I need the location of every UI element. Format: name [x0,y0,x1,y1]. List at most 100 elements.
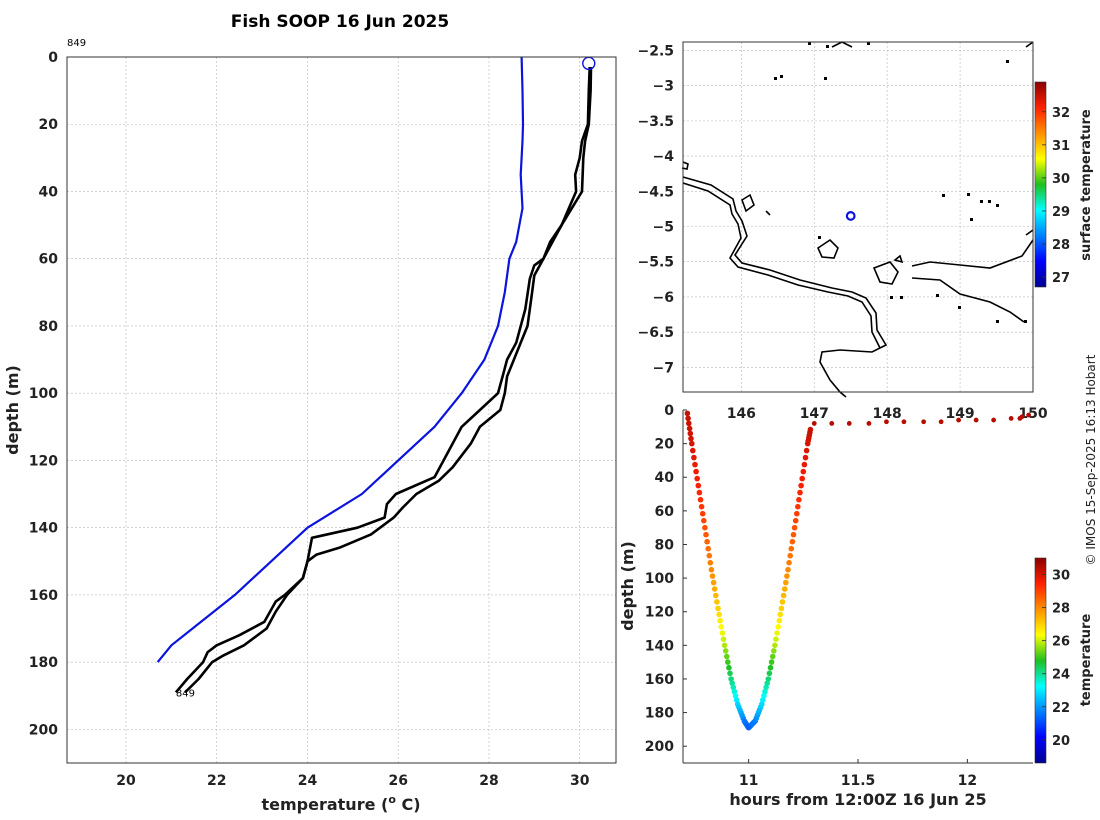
profile-x-tick-label: 30 [570,773,590,789]
map-y-tick-label: −7 [653,360,674,376]
time-depth-drop-point [726,664,732,671]
profile-y-tick-label: 180 [29,655,58,671]
map-colorbar-ticks: 27 28 29 30 31 32 [1042,106,1070,286]
time-depth-drop-point [801,461,808,468]
time-depth-drop-point [800,468,807,475]
time-depth-drop-point [762,688,768,695]
time-depth-drop-point [697,496,704,503]
map-colorbar-tick-label: 32 [1052,106,1070,121]
time-depth-y-tick-label: 80 [655,537,675,553]
time-depth-drop-point [790,531,797,538]
map-x-tick-label: 150 [1018,406,1047,422]
map-colorbar-tick-label: 31 [1052,139,1070,154]
time-depth-surface-point [884,419,889,425]
small-islands [774,42,1027,323]
time-depth-drop-point [798,482,804,489]
time-depth-drop-point [774,630,780,636]
time-depth-drop-point [761,693,767,699]
profile-y-tick-label: 120 [29,453,58,469]
time-depth-drop-point [799,475,805,482]
profile-line-xbt-drop-a [174,67,591,694]
map-y-tick-label: −6.5 [637,325,674,341]
profile-y-tick-label: 200 [29,722,58,738]
time-depth-drop-point [692,461,698,468]
map-x-tick-label: 149 [945,406,974,422]
time-depth-y-tick-label: 60 [655,504,675,520]
profile-x-axis-label-base: temperature ( [261,795,388,814]
time-depth-y-tick-label: 160 [645,672,674,688]
profile-panel: 20 22 24 26 28 30020406080100120140160180200 … [3,38,617,814]
time-depth-drop-point [778,605,785,612]
time-depth-drop-point [717,617,723,624]
time-depth-surface-point [811,421,817,426]
time-depth-drop-point [769,653,776,660]
time-depth-drop-point [716,611,722,618]
time-depth-surface-point [1008,416,1014,421]
time-depth-drop-point [771,648,777,654]
time-depth-y-tick-label: 140 [645,638,674,654]
time-depth-drop-point [796,496,802,503]
time-depth-drop-point [794,510,800,517]
time-depth-colorbar-tick-label: 24 [1052,668,1070,683]
time-depth-drop-point [721,642,728,649]
time-depth-drop-point [714,599,720,605]
time-depth-y-axis-label: depth (m) [618,541,637,631]
time-depth-drop-point [719,630,726,636]
time-depth-y-tick-label: 180 [645,706,674,722]
time-depth-drop-point [781,586,788,592]
time-depth-y-tick-label: 40 [655,470,675,486]
time-depth-colorbar-tick-label: 22 [1052,701,1070,716]
time-depth-drop-point [785,566,791,573]
time-depth-drop-point [795,503,801,510]
profile-y-axis-label: depth (m) [3,365,22,455]
map-y-tick-label: −6 [653,290,674,306]
time-depth-drop-point [779,599,786,605]
time-depth-drop-point [760,697,766,703]
time-depth-drop-point [791,524,798,531]
profile-y-tick-label: 0 [48,50,58,66]
time-depth-drop-point [685,415,691,422]
time-depth-drop-point [691,454,697,461]
time-depth-x-tick-label: 12 [958,773,977,789]
time-depth-drop-point [792,517,799,524]
time-depth-drop-point [727,670,733,677]
profile-x-tick-label: 22 [207,773,226,789]
map-y-tick-label: −3 [653,79,674,95]
map-y-tick-label: −4.5 [637,184,674,200]
time-depth-drop-point [701,517,707,524]
time-depth-drop-point [788,545,795,552]
profile-x-axis-label: temperature (o C) [261,793,420,814]
time-depth-surface-point [829,421,835,426]
time-depth-drop-point [711,586,718,592]
time-depth-drop-point [765,676,772,682]
time-depth-surface-point [973,417,979,423]
profile-y-tick-label: 40 [39,184,59,200]
time-depth-drop-point [702,524,708,531]
time-depth-surface-point [991,417,997,423]
profile-y-tick-label: 80 [39,319,59,335]
time-depth-drop-point [731,688,738,695]
time-depth-drop-point [787,552,793,559]
profile-y-tick-label: 140 [29,521,58,537]
map-y-tick-label: −4 [653,149,675,165]
time-depth-drop-point [733,697,740,703]
time-depth-drop-point [713,592,719,599]
profile-x-tick-label: 28 [479,773,498,789]
time-depth-drop-point [802,454,809,461]
time-depth-drop-point [704,538,710,545]
time-depth-drop-point [729,680,735,686]
map-colorbar-tick-label: 30 [1052,172,1070,187]
time-depth-drop-point [715,605,721,612]
time-depth-drop-point [718,624,725,630]
time-depth-drop-point [783,579,789,586]
time-depth-x-tick-label: 11.5 [841,773,876,789]
profile-y-tick-label: 100 [29,386,58,402]
map-y-tick-label: −5 [653,220,674,236]
map-panel: 146 147 148 149 150 −2.5 −3 −3.5 −4 −4.5 −5 −5.5 −6 −… [637,41,1094,422]
map-colorbar-label: surface temperature [1079,109,1094,261]
profile-line-xbt-drop-b [184,67,593,694]
time-depth-drop-point [699,510,706,517]
time-depth-x-axis-label: hours from 12:00Z 16 Jun 25 [729,790,986,809]
